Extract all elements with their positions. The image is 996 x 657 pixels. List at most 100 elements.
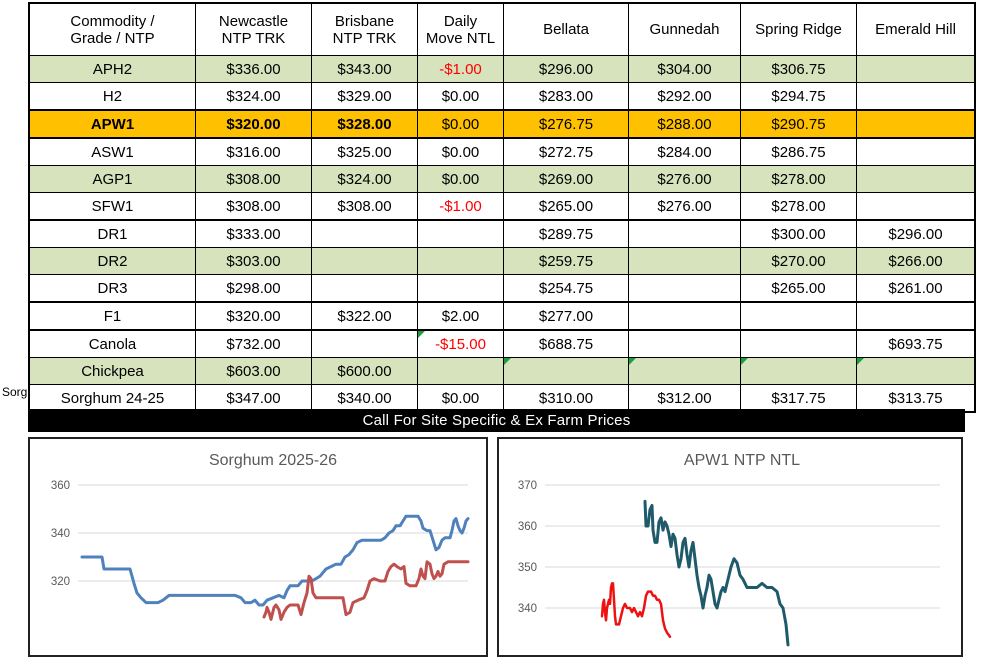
price-value: $325.00 <box>337 143 392 161</box>
price-cell <box>628 357 741 385</box>
series-line-1 <box>80 514 470 607</box>
price-value: $0.00 <box>441 389 480 407</box>
price-cell <box>628 329 741 358</box>
price-value: $329.00 <box>337 87 392 105</box>
commodity-cell: DR2 <box>28 247 196 275</box>
chart-sorghum-2025-26: 360 340 320 Sorghum 2025-26 <box>28 437 488 657</box>
call-banner: Call For Site Specific & Ex Farm Prices <box>28 409 965 432</box>
commodity-cell: DR3 <box>28 274 196 303</box>
price-value: $732.00 <box>226 335 281 353</box>
price-value: $276.00 <box>657 197 712 215</box>
price-cell <box>740 357 857 385</box>
column-header-4: Bellata <box>503 2 629 56</box>
table-row-h2: H2 $324.00 $329.00 $0.00 $283.00 $292.00 $294.… <box>28 82 976 111</box>
price-cell: $265.00 <box>503 192 629 221</box>
commodity-cell: SFW1 <box>28 192 196 221</box>
price-value: $300.00 <box>771 225 826 243</box>
price-value: $265.00 <box>771 279 826 297</box>
price-cell: $317.75 <box>740 384 857 413</box>
price-cell: $288.00 <box>628 109 741 139</box>
price-cell: $2.00 <box>417 301 504 331</box>
price-value: $296.00 <box>538 60 594 78</box>
price-cell: $603.00 <box>195 357 312 385</box>
price-cell <box>503 357 629 385</box>
price-cell: $265.00 <box>740 274 857 303</box>
price-cell: $320.00 <box>195 109 312 139</box>
price-cell: $304.00 <box>628 55 741 83</box>
price-cell: $325.00 <box>311 137 418 166</box>
price-cell: $322.00 <box>311 301 418 331</box>
price-cell <box>740 329 857 358</box>
price-cell: $266.00 <box>856 247 976 275</box>
price-value: $298.00 <box>226 279 281 297</box>
price-value: $277.00 <box>538 307 594 325</box>
price-value: $316.00 <box>226 143 281 161</box>
price-cell <box>628 274 741 303</box>
comment-marker-icon <box>629 358 636 365</box>
price-cell: $688.75 <box>503 329 629 358</box>
series-line-2 <box>600 582 672 638</box>
y-axis-tick-label: 360 <box>518 521 537 533</box>
price-value: $333.00 <box>226 225 281 243</box>
commodity-cell: Chickpea <box>28 357 196 385</box>
background-cell-text: Sorg <box>2 385 28 399</box>
price-value: $317.75 <box>771 389 826 407</box>
price-value: $322.00 <box>337 307 392 325</box>
price-cell: $290.75 <box>740 109 857 139</box>
price-cell <box>740 301 857 331</box>
price-cell: $316.00 <box>195 137 312 166</box>
price-cell: $324.00 <box>311 165 418 193</box>
price-value: $269.00 <box>538 170 594 188</box>
price-cell: $277.00 <box>503 301 629 331</box>
price-value: $276.00 <box>657 170 712 188</box>
y-axis-tick-label: 360 <box>51 480 70 492</box>
price-cell <box>856 109 976 139</box>
price-value: $289.75 <box>538 225 594 243</box>
price-cell <box>856 165 976 193</box>
column-header-3: Daily Move NTL <box>417 2 504 56</box>
price-table: Commodity / Grade / NTP Newcastle NTP TRK… <box>28 2 976 413</box>
price-cell: $0.00 <box>417 165 504 193</box>
price-cell: $308.00 <box>195 165 312 193</box>
price-cell: $270.00 <box>740 247 857 275</box>
price-cell: $328.00 <box>311 109 418 139</box>
price-value: $312.00 <box>657 389 712 407</box>
price-value: $286.75 <box>771 143 826 161</box>
price-cell: $324.00 <box>195 82 312 111</box>
price-value: $294.75 <box>771 87 826 105</box>
series-line-1 <box>643 499 790 647</box>
comment-marker-icon <box>504 358 511 365</box>
price-value: $340.00 <box>337 389 392 407</box>
header-row: Commodity / Grade / NTP Newcastle NTP TRK… <box>28 2 976 56</box>
price-cell <box>311 219 418 248</box>
price-value: $261.00 <box>888 279 943 297</box>
price-cell: $347.00 <box>195 384 312 413</box>
price-cell: $303.00 <box>195 247 312 275</box>
price-value: $272.75 <box>538 143 594 161</box>
price-value: $308.00 <box>337 197 392 215</box>
price-value: $296.00 <box>888 225 943 243</box>
price-value: $0.00 <box>441 143 480 161</box>
price-cell: $0.00 <box>417 137 504 166</box>
price-cell: $308.00 <box>311 192 418 221</box>
price-cell: $286.75 <box>740 137 857 166</box>
commodity-cell: F1 <box>28 301 196 331</box>
price-cell: $600.00 <box>311 357 418 385</box>
series-line-2 <box>262 560 470 621</box>
price-value: $266.00 <box>888 252 943 270</box>
price-cell: $296.00 <box>503 55 629 83</box>
price-cell: $276.75 <box>503 109 629 139</box>
price-cell: $298.00 <box>195 274 312 303</box>
price-value: -$1.00 <box>439 197 482 215</box>
price-value: $304.00 <box>657 60 712 78</box>
price-cell: $272.75 <box>503 137 629 166</box>
price-cell: -$1.00 <box>417 55 504 83</box>
price-cell: $296.00 <box>856 219 976 248</box>
column-header-2: Brisbane NTP TRK <box>311 2 418 56</box>
price-value: -$1.00 <box>439 60 482 78</box>
price-cell <box>417 357 504 385</box>
price-cell: $292.00 <box>628 82 741 111</box>
commodity-cell: ASW1 <box>28 137 196 166</box>
price-value: $2.00 <box>441 307 480 325</box>
table-row-aph2: APH2 $336.00 $343.00 -$1.00 $296.00 $304.00 $3… <box>28 55 976 83</box>
